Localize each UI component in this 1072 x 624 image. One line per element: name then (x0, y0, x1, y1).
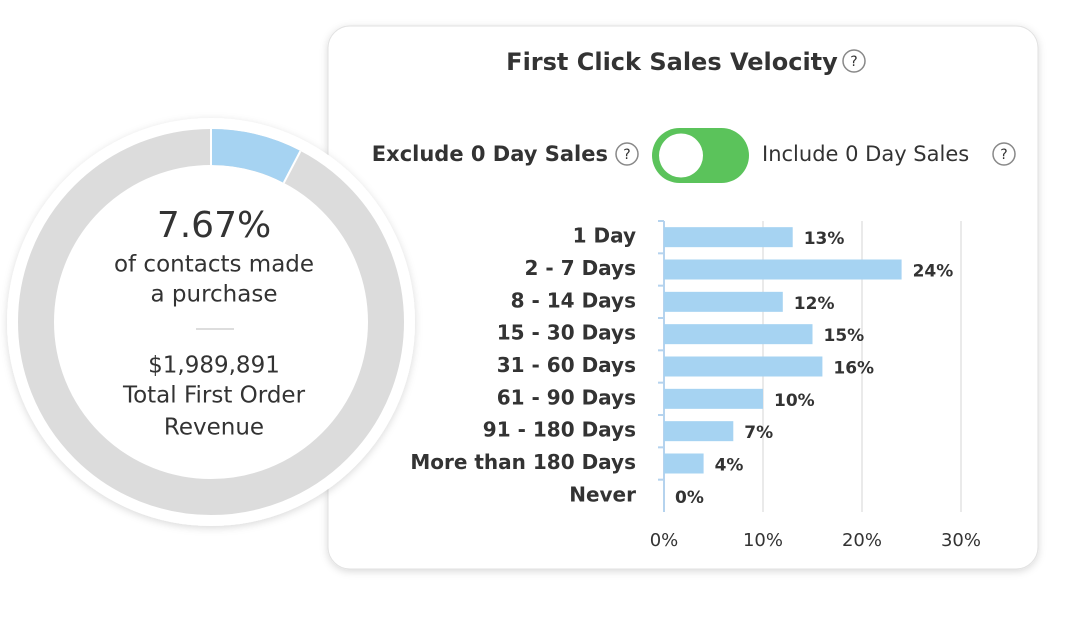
bar (664, 388, 763, 409)
x-tick-label: 10% (743, 530, 783, 551)
y-tick-label: 1 Day (573, 224, 636, 248)
value-label: 13% (804, 229, 845, 249)
y-tick-label: 91 - 180 Days (483, 418, 636, 442)
slice-gap (282, 150, 302, 184)
donut-backdrop (7, 118, 415, 526)
toggle[interactable] (652, 128, 749, 183)
value-label: 4% (715, 456, 744, 476)
donut (210, 129, 302, 184)
help-icon[interactable]: ? (842, 49, 866, 73)
bar (664, 324, 813, 345)
value-label: 12% (794, 294, 835, 314)
donut-value: 7.67% (157, 205, 271, 246)
revenue-label: Revenue (164, 415, 264, 441)
value-label: 7% (744, 423, 773, 443)
x-tick-label: 0% (650, 530, 679, 551)
y-tick-label: Never (569, 482, 636, 506)
bar (664, 227, 793, 248)
svg-text:?: ? (1000, 147, 1007, 163)
value-label: 0% (675, 488, 704, 508)
svg-text:?: ? (623, 147, 630, 163)
help-icon[interactable]: ? (992, 142, 1016, 166)
bar (664, 259, 902, 280)
bar (664, 421, 734, 442)
value-label: 10% (774, 391, 815, 411)
bar (664, 453, 704, 474)
bar-chart: 0% 10% 20% 30% 1 Day 13% 2 - 7 Days 24% 8 - 14 D… (410, 220, 981, 551)
y-tick-label: 8 - 14 Days (511, 288, 636, 312)
value-label: 24% (913, 262, 954, 282)
toggle-on-label: Include 0 Day Sales (762, 142, 969, 166)
chart-title: First Click Sales Velocity (506, 48, 838, 76)
y-tick-label: More than 180 Days (410, 450, 636, 474)
help-icon[interactable]: ? (615, 142, 639, 166)
revenue-label: Total First Order (122, 383, 306, 409)
bar (664, 356, 823, 377)
y-tick-label: 2 - 7 Days (525, 256, 636, 280)
donut-subtitle: of contacts made (114, 252, 314, 278)
svg-text:?: ? (850, 54, 857, 70)
donut-slice (210, 129, 301, 184)
x-tick-label: 30% (941, 530, 981, 551)
value-label: 16% (833, 359, 874, 379)
donut-subtitle: a purchase (151, 282, 278, 308)
value-label: 15% (824, 326, 865, 346)
revenue: $1,989,891 (148, 353, 280, 379)
x-tick-label: 20% (842, 530, 882, 551)
toggle-off-label: Exclude 0 Day Sales (372, 142, 608, 166)
y-tick-label: 15 - 30 Days (497, 321, 636, 345)
y-tick-label: 31 - 60 Days (497, 353, 636, 377)
bar (664, 291, 783, 312)
y-tick-label: 61 - 90 Days (497, 385, 636, 409)
